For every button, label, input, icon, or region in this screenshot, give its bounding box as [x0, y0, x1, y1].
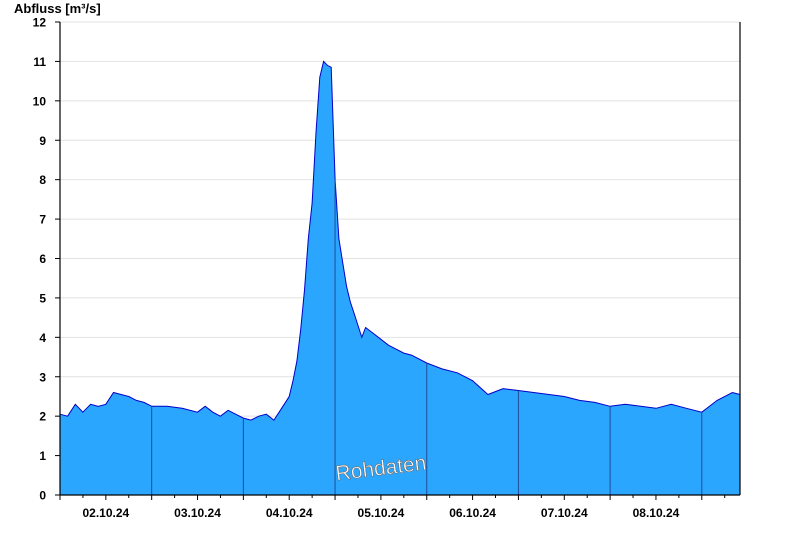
y-tick-label: 6 — [39, 252, 46, 266]
y-tick-label: 10 — [33, 94, 47, 108]
y-tick-label: 4 — [39, 331, 46, 345]
discharge-area — [60, 61, 740, 496]
x-tick-label: 06.10.24 — [449, 506, 496, 520]
x-tick-label: 02.10.24 — [82, 506, 129, 520]
x-tick-label: 03.10.24 — [174, 506, 221, 520]
y-tick-label: 9 — [39, 134, 46, 148]
y-tick-label: 11 — [33, 55, 46, 69]
y-tick-label: 5 — [39, 291, 46, 305]
y-tick-label: 12 — [33, 16, 47, 30]
x-axis-ticks: 02.10.24 03.10.24 04.10.24 05.10.24 06.10.24… — [59, 495, 726, 520]
y-axis-label: Abfluss [m³/s] — [14, 1, 101, 16]
x-tick-label: 04.10.24 — [266, 506, 313, 520]
discharge-line — [59, 60, 741, 421]
x-tick-label: 07.10.24 — [541, 506, 588, 520]
y-tick-label: 3 — [39, 370, 46, 384]
day-separators — [151, 179, 703, 495]
y-tick-label: 8 — [39, 173, 46, 187]
x-tick-label: 05.10.24 — [358, 506, 405, 520]
x-tick-label: 08.10.24 — [633, 506, 680, 520]
y-tick-label: 0 — [39, 489, 46, 503]
y-tick-label: 2 — [39, 410, 46, 424]
y-tick-label: 1 — [39, 449, 46, 463]
y-tick-label: 7 — [39, 213, 46, 227]
